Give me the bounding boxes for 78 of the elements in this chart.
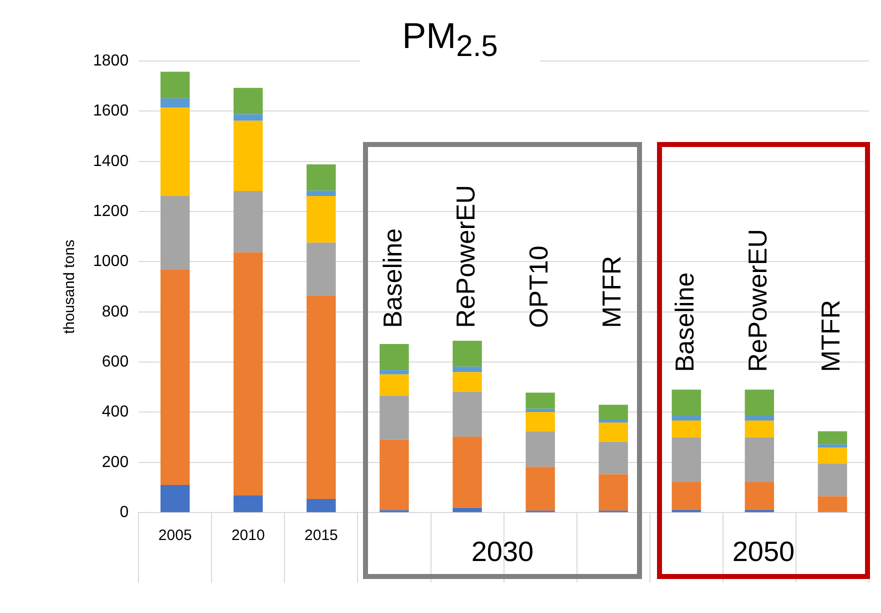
y-tick-label: 1800 (93, 52, 129, 70)
bar (160, 485, 190, 512)
bar (672, 437, 702, 482)
x-tick-label: MTFR (596, 256, 627, 328)
bar (306, 242, 336, 296)
bar (452, 366, 482, 372)
bar (380, 440, 409, 510)
bar (672, 420, 702, 438)
bar (818, 448, 848, 464)
y-tick-label: 800 (102, 303, 129, 320)
text: 2030 (470, 536, 535, 568)
bar (526, 431, 555, 467)
bar (672, 482, 702, 510)
text: 2050 (731, 536, 796, 568)
bar (744, 420, 774, 438)
bar (744, 390, 774, 416)
y-tick-label: 1600 (93, 102, 129, 120)
bar (160, 108, 190, 196)
y-tick-label: 1200 (93, 202, 129, 220)
bar (598, 474, 628, 511)
bar (306, 499, 336, 512)
bar (306, 296, 336, 500)
bar (160, 269, 190, 485)
x-tick-label: RePowerEU (450, 184, 480, 328)
y-tick-label: 1000 (93, 253, 129, 270)
bar (234, 496, 263, 512)
x-tick-label: Baseline (377, 228, 408, 328)
bar (306, 164, 336, 191)
bar (452, 508, 482, 512)
bar (818, 496, 848, 512)
chart-title: PM$_{2.5}$ (360, 14, 540, 70)
y-tick-label: 400 (102, 404, 129, 421)
bar (160, 98, 190, 108)
y-axis-title: thousand tons (61, 240, 78, 334)
bar (380, 396, 409, 440)
y-tick-label: 600 (102, 353, 129, 370)
bar (672, 390, 702, 416)
x-tick-label: Baseline (670, 272, 700, 372)
bar (598, 442, 628, 474)
bar (234, 252, 263, 496)
x-tick-label: 2015 (304, 527, 338, 544)
bar (526, 412, 555, 432)
bar (452, 340, 482, 367)
bar (598, 420, 628, 423)
x-tick-label: 2010 (231, 527, 265, 544)
bar (598, 422, 628, 442)
bar (672, 416, 702, 421)
bar (744, 416, 774, 421)
bar (234, 114, 263, 121)
y-tick-label: 200 (102, 454, 129, 471)
bar (598, 404, 628, 420)
bar (380, 344, 409, 370)
bar (306, 196, 336, 243)
y-tick-label: 1400 (93, 152, 129, 170)
bar (744, 482, 774, 510)
bar (234, 120, 263, 191)
x-tick-label: 2005 (158, 527, 192, 544)
bar (234, 190, 263, 252)
bar (526, 466, 555, 511)
y-tick-label: 0 (120, 504, 129, 522)
bar (160, 196, 190, 270)
bar (818, 431, 848, 444)
bar (234, 88, 263, 114)
x-tick-label: OPT10 (523, 246, 554, 328)
bar (160, 72, 190, 98)
bar (744, 437, 774, 482)
bar (380, 374, 409, 396)
bar (452, 436, 482, 508)
bar (526, 392, 555, 409)
bar (306, 190, 336, 196)
bar (818, 444, 848, 448)
bar (526, 408, 555, 412)
bar (452, 372, 482, 392)
bar (380, 370, 409, 374)
bar (452, 392, 482, 437)
bar (818, 464, 848, 496)
x-tick-label: RePowerEU (742, 228, 773, 372)
x-tick-label: MTFR (816, 300, 846, 372)
